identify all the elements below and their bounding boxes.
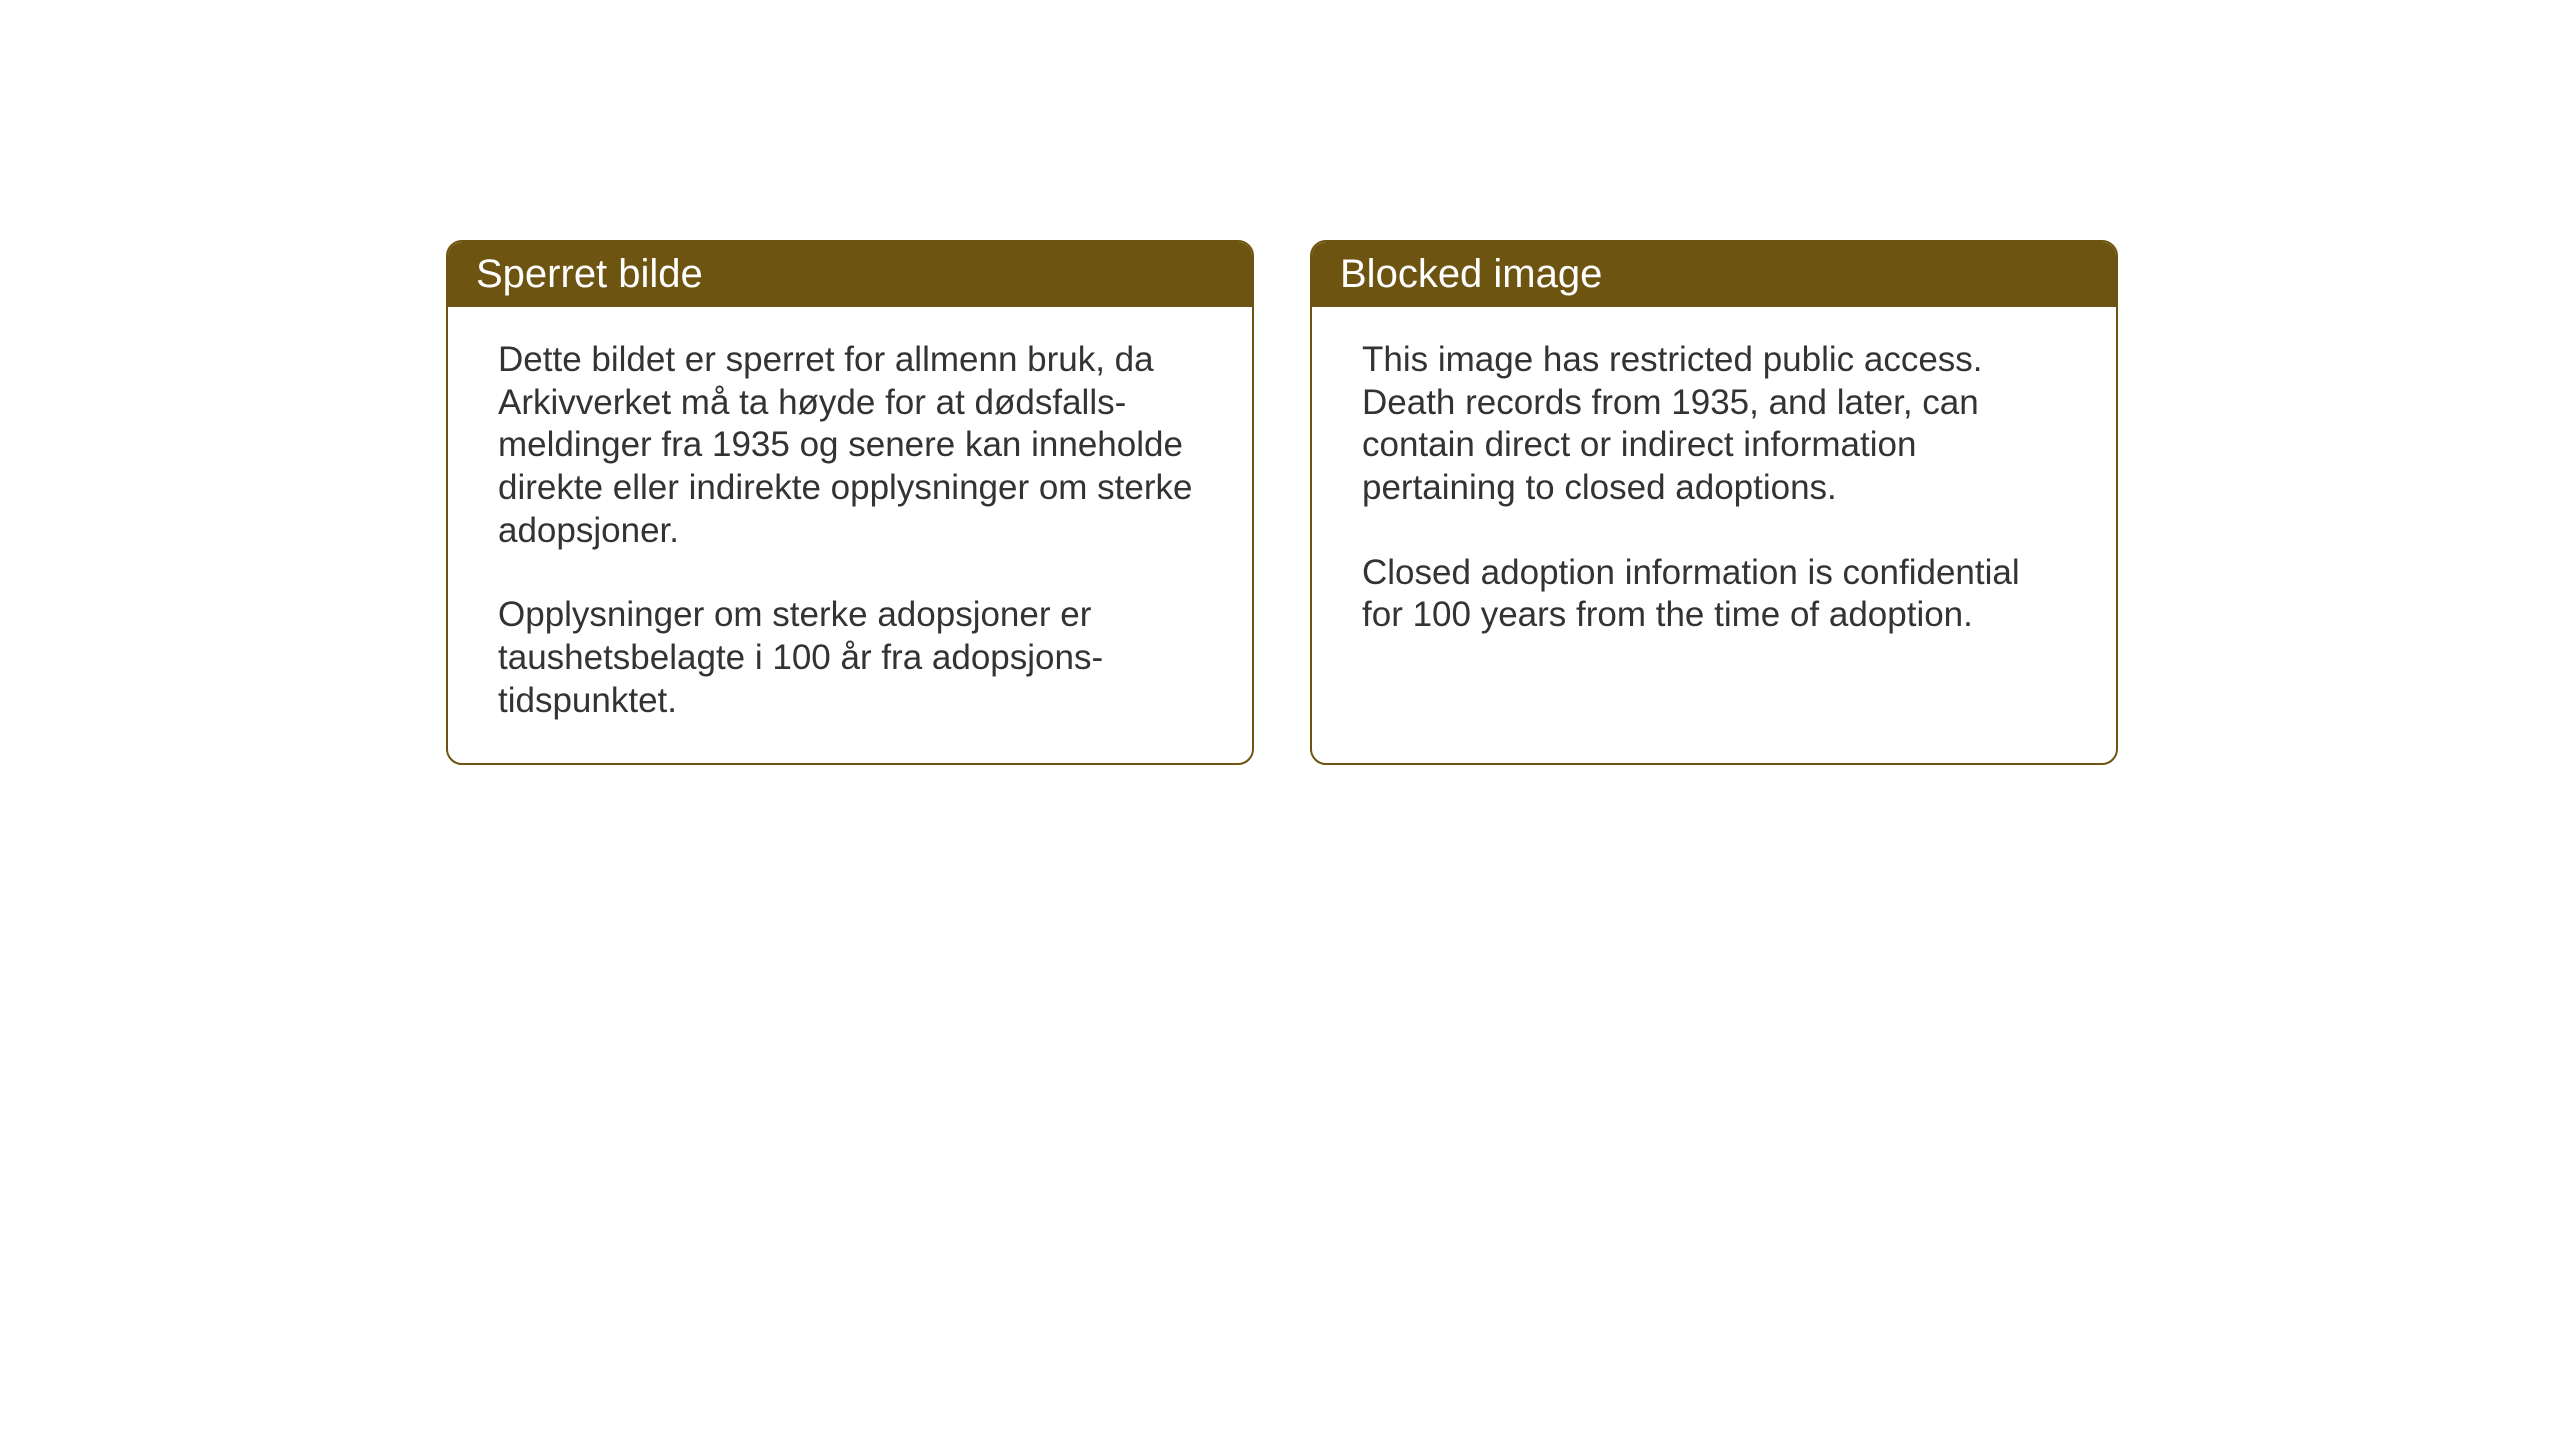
norwegian-card-title: Sperret bilde [448,242,1252,307]
english-paragraph-2: Closed adoption information is confident… [1362,552,2066,637]
notice-cards-container: Sperret bilde Dette bildet er sperret fo… [446,240,2560,765]
norwegian-card-body: Dette bildet er sperret for allmenn bruk… [448,307,1252,763]
english-card-body: This image has restricted public access.… [1312,307,2116,727]
english-card-title: Blocked image [1312,242,2116,307]
norwegian-paragraph-1: Dette bildet er sperret for allmenn bruk… [498,339,1202,552]
norwegian-notice-card: Sperret bilde Dette bildet er sperret fo… [446,240,1254,765]
english-paragraph-1: This image has restricted public access.… [1362,339,2066,510]
norwegian-paragraph-2: Opplysninger om sterke adopsjoner er tau… [498,594,1202,722]
english-notice-card: Blocked image This image has restricted … [1310,240,2118,765]
